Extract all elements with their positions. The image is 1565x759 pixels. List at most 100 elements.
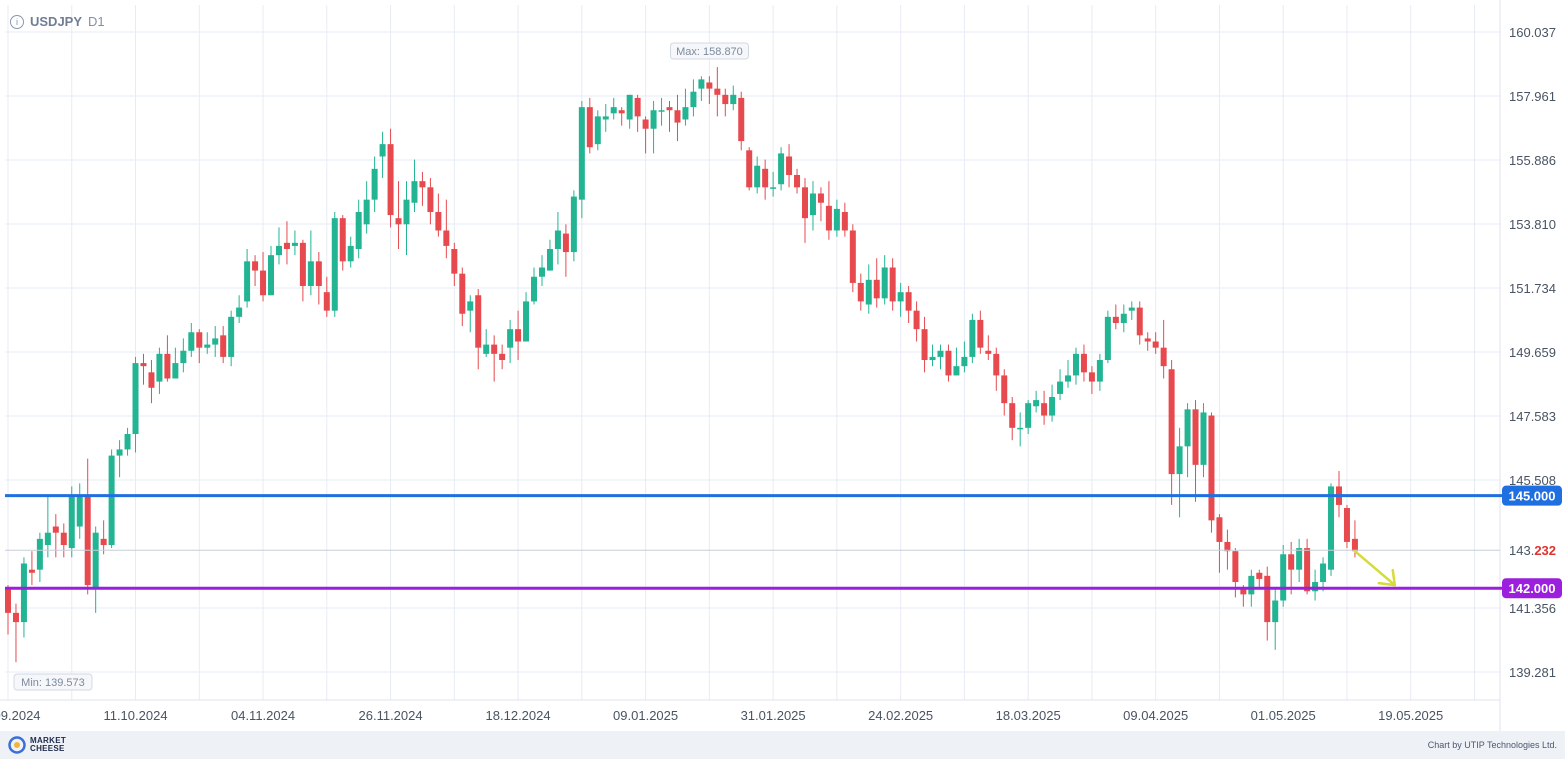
candle-body — [586, 107, 593, 148]
candle-body — [881, 267, 888, 299]
candle-body — [602, 116, 609, 120]
chart-canvas[interactable]: 19.09.2024 11.10.2024 04.11.2024 26.11.2024… — [0, 0, 1565, 731]
candle — [291, 230, 298, 256]
candle-body — [1080, 353, 1087, 373]
candle-body — [897, 292, 904, 302]
candle — [275, 227, 282, 265]
candle-body — [738, 97, 745, 142]
candle-body — [706, 82, 713, 89]
y-tick-label: 160.037 — [1509, 25, 1556, 40]
candle — [658, 97, 665, 126]
candle-body — [1001, 375, 1008, 404]
candle — [315, 252, 322, 305]
candle-body — [260, 270, 267, 296]
forecast-arrow-head — [1377, 568, 1397, 587]
candle-body — [1240, 588, 1247, 595]
candle — [1025, 400, 1032, 435]
candle-body — [594, 116, 601, 145]
candle — [610, 97, 617, 120]
candle — [1232, 548, 1239, 598]
candle — [1041, 390, 1048, 425]
candle-body — [395, 218, 402, 225]
x-tick-label: 09.01.2025 — [613, 708, 678, 723]
candle-body — [849, 230, 856, 283]
candle-body — [634, 97, 641, 117]
level-tag-label: 145.000 — [1509, 489, 1556, 504]
annotations: Max: 158.870 Min: 139.573 — [13, 42, 1397, 691]
candle — [817, 187, 824, 222]
candle — [706, 76, 713, 105]
candle — [1264, 566, 1271, 641]
candle-body — [658, 110, 665, 112]
info-icon[interactable]: i — [10, 14, 24, 29]
candle — [698, 76, 705, 101]
candle — [666, 100, 673, 132]
level-tag-bg — [1502, 578, 1562, 599]
candle — [395, 181, 402, 249]
candle-body — [1017, 427, 1024, 430]
candle-body — [315, 261, 322, 286]
candle — [220, 326, 227, 364]
x-tick-label: 18.12.2024 — [486, 708, 551, 723]
candle — [1112, 304, 1119, 330]
candle-body — [802, 187, 808, 219]
candle-body — [355, 211, 362, 249]
candle — [889, 258, 896, 311]
candle-body — [1351, 538, 1358, 552]
candle — [1065, 360, 1072, 388]
candle — [562, 224, 569, 277]
candle — [1192, 400, 1199, 502]
candle — [1168, 360, 1175, 505]
candle-body — [1096, 360, 1103, 382]
candle-body — [1224, 541, 1231, 552]
x-tick-label: 18.03.2025 — [996, 708, 1061, 723]
candle — [148, 360, 155, 404]
candle — [228, 310, 235, 367]
candle-body — [387, 144, 394, 216]
candle-body — [323, 292, 330, 311]
candle — [1272, 588, 1279, 650]
candle-body — [546, 248, 553, 271]
candle — [1009, 397, 1016, 441]
candle — [929, 344, 936, 367]
candle-body — [1288, 554, 1295, 570]
candle-body — [499, 353, 506, 361]
candle — [993, 347, 1000, 391]
candle-body — [196, 332, 203, 348]
candle-body — [268, 255, 275, 296]
candle-body — [371, 168, 378, 200]
x-tick-label: 24.02.2025 — [868, 708, 933, 723]
candle — [1216, 514, 1223, 573]
candle-body — [291, 242, 298, 246]
candle — [1224, 529, 1231, 570]
y-axis: 160.037 157.961 155.886 153.810 151.734 149.6… — [1499, 0, 1556, 731]
candle — [140, 353, 147, 385]
candle-body — [212, 338, 219, 345]
market-cheese-logo[interactable]: MARKET CHEESE — [8, 736, 66, 754]
candle — [268, 245, 275, 296]
candle — [531, 267, 538, 305]
candle — [1080, 344, 1087, 382]
candle — [196, 329, 203, 364]
candle-body — [220, 335, 227, 357]
timeframe-label[interactable]: D1 — [88, 14, 105, 29]
candle — [690, 79, 697, 117]
candle — [937, 344, 944, 370]
y-tick-label: 151.734 — [1509, 281, 1556, 296]
candle-body — [746, 150, 753, 188]
candle — [1296, 538, 1303, 583]
candle — [538, 255, 545, 286]
candle — [180, 338, 187, 373]
candle — [252, 255, 259, 286]
candle-body — [674, 110, 681, 123]
candle-body — [100, 538, 107, 546]
candle-body — [762, 168, 769, 188]
level-tag-label: 142.000 — [1509, 581, 1556, 596]
candle — [809, 181, 816, 231]
candle — [594, 110, 601, 151]
grid — [5, 5, 1500, 700]
candle-body — [1272, 600, 1279, 623]
candle — [491, 335, 498, 382]
candle — [546, 239, 553, 271]
